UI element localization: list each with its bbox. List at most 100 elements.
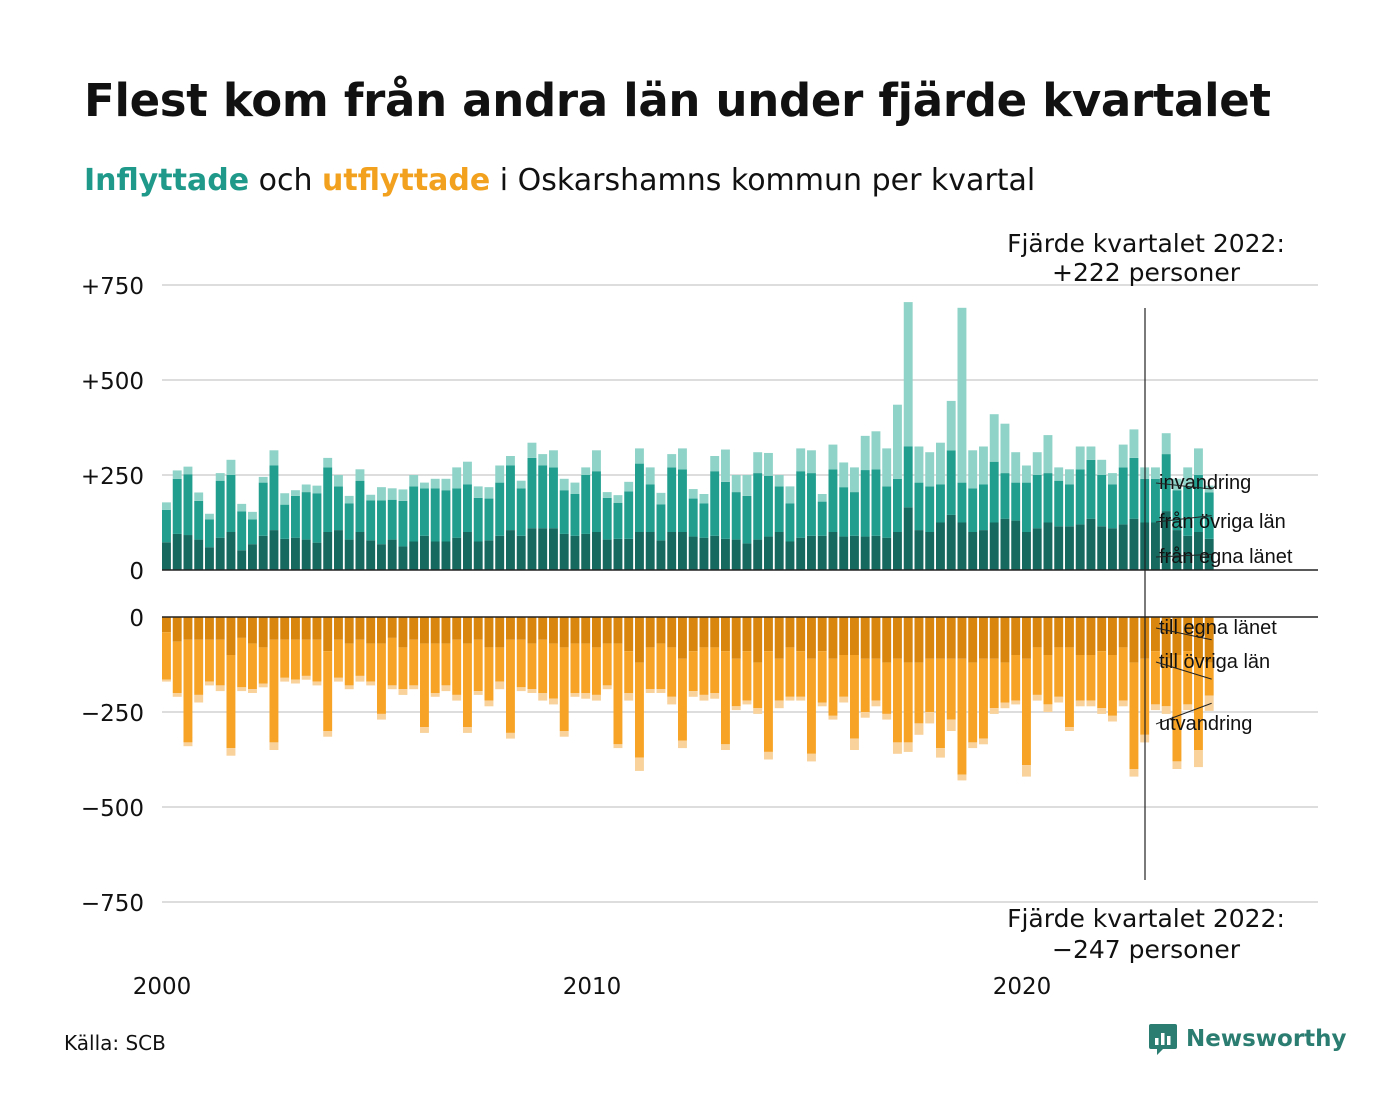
bar-out-2-q26 xyxy=(441,643,451,686)
bar-out-1-q15 xyxy=(323,617,333,652)
bar-in-3-q35 xyxy=(538,454,548,466)
bar-out-3-q95 xyxy=(1183,704,1193,711)
bar-in-3-q4 xyxy=(205,513,214,520)
bar-out-2-q27 xyxy=(452,639,462,695)
bar-out-1-q40 xyxy=(592,617,601,648)
bar-out-3-q8 xyxy=(248,689,257,693)
bar-in-3-q71 xyxy=(925,452,935,487)
bar-out-2-q9 xyxy=(258,647,268,684)
bar-in-2-q15 xyxy=(323,467,333,532)
bar-out-1-q31 xyxy=(495,617,505,648)
y-tick-label: 0 xyxy=(129,559,144,585)
bar-out-2-q47 xyxy=(667,647,677,697)
bar-out-3-q37 xyxy=(559,731,569,737)
bar-out-1-q0 xyxy=(162,617,171,633)
bar-out-1-q88 xyxy=(1108,617,1117,655)
bar-out-2-q17 xyxy=(344,643,354,686)
brand[interactable]: Newsworthy xyxy=(1148,1022,1347,1056)
bar-out-2-q61 xyxy=(817,651,827,703)
bar-out-2-q5 xyxy=(215,639,225,686)
bar-in-3-q23 xyxy=(409,475,419,487)
label-till-ovriga-lan-leader xyxy=(1155,661,1212,680)
bar-in-1-q59 xyxy=(796,537,806,570)
bar-out-2-q3 xyxy=(194,639,204,695)
bar-in-3-q14 xyxy=(312,485,322,494)
bar-out-1-q25 xyxy=(430,617,440,644)
bar-out-2-q42 xyxy=(613,643,623,745)
bar-out-2-q46 xyxy=(656,643,666,690)
bar-in-2-q33 xyxy=(516,488,526,536)
bar-out-2-q41 xyxy=(602,643,612,686)
bar-out-3-q79 xyxy=(1011,700,1021,705)
annotation-bottom-line2: −247 personer xyxy=(1052,935,1241,964)
bar-in-2-q62 xyxy=(828,469,838,532)
bar-out-2-q28 xyxy=(463,643,472,728)
bar-in-2-q70 xyxy=(914,482,924,531)
bar-in-2-q82 xyxy=(1043,473,1053,523)
bar-out-1-q67 xyxy=(882,617,892,663)
bar-in-2-q86 xyxy=(1086,459,1096,519)
bar-out-1-q68 xyxy=(893,617,902,659)
bar-out-2-q55 xyxy=(753,662,763,709)
bar-in-1-q27 xyxy=(452,537,462,570)
chart-title: Flest kom från andra län under fjärde kv… xyxy=(84,74,1271,127)
bar-in-1-q28 xyxy=(463,532,472,570)
bar-out-2-q8 xyxy=(248,643,257,690)
bar-in-1-q72 xyxy=(936,522,945,570)
bar-in-1-q90 xyxy=(1129,518,1139,570)
bar-in-3-q26 xyxy=(441,478,451,491)
bar-out-3-q39 xyxy=(581,693,591,699)
bar-out-2-q20 xyxy=(377,643,386,714)
bar-out-3-q33 xyxy=(516,687,526,692)
bar-in-1-q87 xyxy=(1097,526,1107,570)
bar-out-3-q27 xyxy=(452,694,462,701)
bar-out-3-q52 xyxy=(721,744,730,750)
bar-in-3-q1 xyxy=(172,470,182,479)
bar-out-3-q82 xyxy=(1043,704,1053,712)
bar-in-3-q93 xyxy=(1161,433,1171,455)
bar-in-3-q29 xyxy=(473,486,483,498)
bar-out-3-q69 xyxy=(903,742,913,752)
bar-out-1-q3 xyxy=(194,617,204,640)
bar-out-1-q19 xyxy=(366,617,376,644)
bar-out-2-q80 xyxy=(1022,658,1031,766)
bar-out-3-q19 xyxy=(366,681,376,686)
bar-in-2-q73 xyxy=(946,450,956,515)
bar-out-1-q94 xyxy=(1172,617,1182,655)
bar-out-1-q44 xyxy=(635,617,644,663)
label-invandring-leader xyxy=(1155,482,1212,490)
bar-out-1-q70 xyxy=(914,617,924,663)
bar-out-3-q31 xyxy=(495,681,505,690)
bar-in-1-q79 xyxy=(1011,520,1021,570)
bar-out-1-q46 xyxy=(656,617,666,644)
bar-out-3-q13 xyxy=(301,675,311,680)
bar-in-3-q67 xyxy=(882,448,892,487)
bar-out-2-q24 xyxy=(420,643,429,728)
bar-out-2-q11 xyxy=(280,639,290,678)
bar-in-1-q73 xyxy=(946,514,956,570)
bar-out-2-q89 xyxy=(1118,647,1128,701)
bar-out-1-q18 xyxy=(355,617,365,640)
bar-in-1-q2 xyxy=(183,535,193,570)
bar-in-1-q12 xyxy=(291,537,300,570)
bar-in-2-q93 xyxy=(1161,454,1171,512)
bar-out-3-q11 xyxy=(280,677,290,682)
bar-out-3-q64 xyxy=(850,738,859,750)
bar-out-3-q76 xyxy=(979,738,988,745)
annotation-top-line2: +222 personer xyxy=(1052,258,1241,287)
bar-out-3-q10 xyxy=(269,742,279,750)
bar-in-1-q68 xyxy=(893,532,902,570)
bar-in-1-q8 xyxy=(248,544,257,570)
bar-out-1-q36 xyxy=(549,617,558,644)
bar-in-2-q80 xyxy=(1022,482,1031,532)
bar-in-2-q89 xyxy=(1118,467,1128,525)
bar-in-3-q38 xyxy=(570,482,580,494)
bar-out-3-q16 xyxy=(334,677,343,682)
bar-in-3-q92 xyxy=(1151,467,1160,479)
bar-in-1-q33 xyxy=(516,535,526,570)
bar-out-1-q26 xyxy=(441,617,451,644)
bar-in-1-q96 xyxy=(1194,532,1203,570)
bar-out-3-q36 xyxy=(549,698,558,705)
bar-out-1-q7 xyxy=(237,617,247,638)
utflyttade-bars xyxy=(162,617,1214,781)
